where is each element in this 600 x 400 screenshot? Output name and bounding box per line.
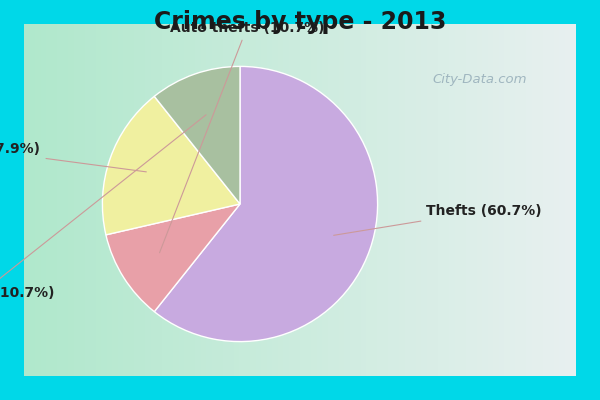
Text: Crimes by type - 2013: Crimes by type - 2013	[154, 10, 446, 34]
Text: Thefts (60.7%): Thefts (60.7%)	[334, 204, 541, 235]
Text: Burglaries (10.7%): Burglaries (10.7%)	[0, 115, 206, 300]
Wedge shape	[103, 96, 240, 235]
Wedge shape	[154, 66, 240, 204]
Text: City-Data.com: City-Data.com	[433, 74, 527, 86]
Wedge shape	[154, 66, 377, 342]
Text: Auto thefts (10.7%): Auto thefts (10.7%)	[160, 21, 324, 253]
Wedge shape	[106, 204, 240, 312]
Text: Assaults (17.9%): Assaults (17.9%)	[0, 142, 146, 172]
